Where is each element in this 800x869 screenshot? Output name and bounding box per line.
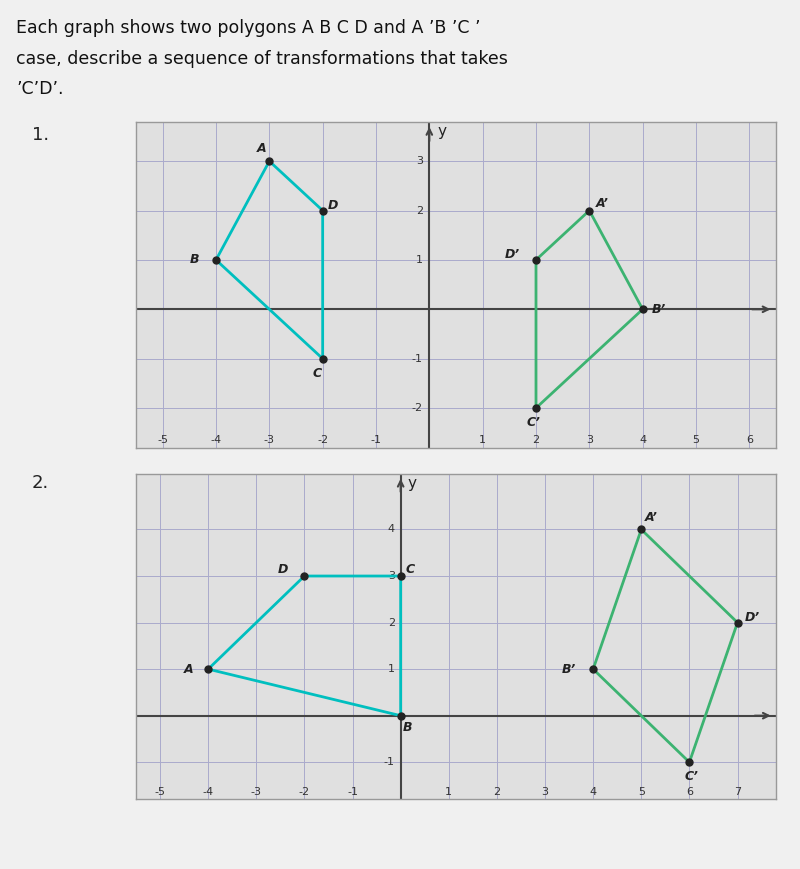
Text: 5: 5 [638, 787, 645, 797]
Text: 5: 5 [693, 435, 699, 445]
Text: D: D [278, 562, 288, 575]
Text: 1: 1 [446, 787, 452, 797]
Text: 1: 1 [479, 435, 486, 445]
Text: 1: 1 [416, 255, 423, 265]
Text: 2: 2 [416, 206, 423, 216]
Text: C: C [313, 367, 322, 380]
Text: -1: -1 [370, 435, 382, 445]
Text: y: y [408, 476, 417, 491]
Text: B’: B’ [562, 663, 576, 675]
Text: 2: 2 [388, 618, 395, 627]
Text: Each graph shows two polygons A B C D and A ’B ’C ’: Each graph shows two polygons A B C D an… [16, 19, 481, 37]
Text: y: y [438, 124, 446, 139]
Text: 4: 4 [639, 435, 646, 445]
Text: A: A [257, 143, 266, 156]
Text: C’: C’ [526, 416, 540, 429]
Text: -3: -3 [251, 787, 262, 797]
Text: -2: -2 [299, 787, 310, 797]
Text: 4: 4 [590, 787, 597, 797]
Text: B: B [403, 720, 413, 733]
Text: 2: 2 [533, 435, 539, 445]
Text: A’: A’ [645, 511, 658, 524]
Text: 7: 7 [734, 787, 741, 797]
Text: 4: 4 [388, 525, 395, 534]
Text: D: D [328, 199, 338, 212]
Text: -1: -1 [412, 354, 423, 363]
Text: -2: -2 [412, 403, 423, 413]
Text: B’: B’ [651, 302, 666, 315]
Text: -2: -2 [317, 435, 328, 445]
Text: 2: 2 [494, 787, 501, 797]
Text: -1: -1 [384, 757, 395, 767]
Text: D’: D’ [505, 249, 519, 262]
Text: -4: -4 [210, 435, 222, 445]
Text: 2.: 2. [32, 474, 50, 492]
Text: -4: -4 [202, 787, 214, 797]
Text: B: B [190, 254, 199, 267]
Text: 6: 6 [686, 787, 693, 797]
Text: 3: 3 [542, 787, 549, 797]
Text: -5: -5 [154, 787, 166, 797]
Text: 3: 3 [388, 571, 395, 581]
Text: case, describe a sequence of transformations that takes: case, describe a sequence of transformat… [16, 50, 508, 68]
Text: 6: 6 [746, 435, 753, 445]
Text: C: C [406, 562, 415, 575]
Text: C’: C’ [685, 770, 698, 783]
Text: 3: 3 [416, 156, 423, 166]
Text: A: A [184, 663, 194, 675]
Text: -1: -1 [347, 787, 358, 797]
Text: A’: A’ [596, 196, 609, 209]
Text: -3: -3 [264, 435, 275, 445]
Text: -5: -5 [157, 435, 168, 445]
Text: ’C’D’.: ’C’D’. [16, 80, 63, 98]
Text: 3: 3 [586, 435, 593, 445]
Text: 1: 1 [388, 664, 395, 674]
Text: D’: D’ [744, 612, 759, 625]
Text: 1.: 1. [32, 126, 49, 144]
